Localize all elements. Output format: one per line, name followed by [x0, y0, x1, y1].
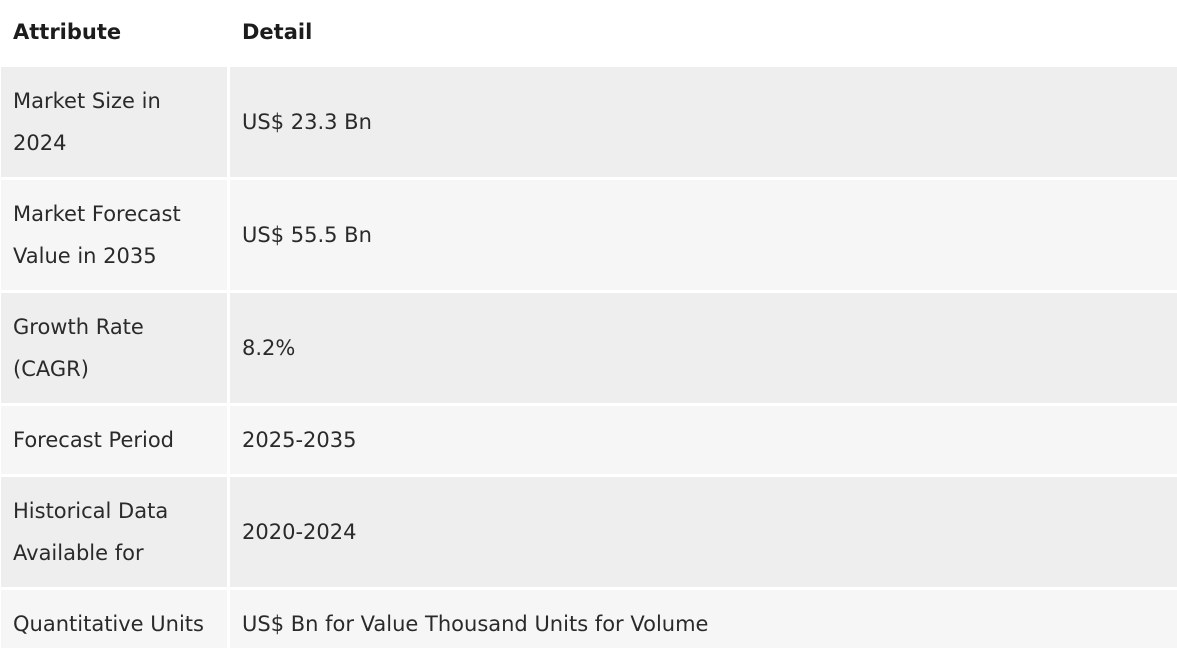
detail-cell: US$ 55.5 Bn — [230, 180, 1177, 290]
table-row: Historical Data Available for 2020-2024 — [1, 477, 1177, 587]
attribute-column-header: Attribute — [1, 0, 227, 64]
table-header-row: Attribute Detail — [1, 0, 1177, 64]
attribute-cell: Growth Rate (CAGR) — [1, 293, 227, 403]
table-row: Market Size in 2024 US$ 23.3 Bn — [1, 67, 1177, 177]
detail-cell: US$ 23.3 Bn — [230, 67, 1177, 177]
attribute-cell: Forecast Period — [1, 406, 227, 474]
detail-cell: 2025-2035 — [230, 406, 1177, 474]
attribute-cell: Historical Data Available for — [1, 477, 227, 587]
detail-cell: 2020-2024 — [230, 477, 1177, 587]
table-row: Forecast Period 2025-2035 — [1, 406, 1177, 474]
detail-column-header: Detail — [230, 0, 1177, 64]
detail-cell: 8.2% — [230, 293, 1177, 403]
table-row: Growth Rate (CAGR) 8.2% — [1, 293, 1177, 403]
attribute-cell: Quantitative Units — [1, 590, 227, 648]
table-row: Market Forecast Value in 2035 US$ 55.5 B… — [1, 180, 1177, 290]
detail-cell: US$ Bn for Value Thousand Units for Volu… — [230, 590, 1177, 648]
attribute-cell: Market Forecast Value in 2035 — [1, 180, 227, 290]
attribute-cell: Market Size in 2024 — [1, 67, 227, 177]
table-row: Quantitative Units US$ Bn for Value Thou… — [1, 590, 1177, 648]
